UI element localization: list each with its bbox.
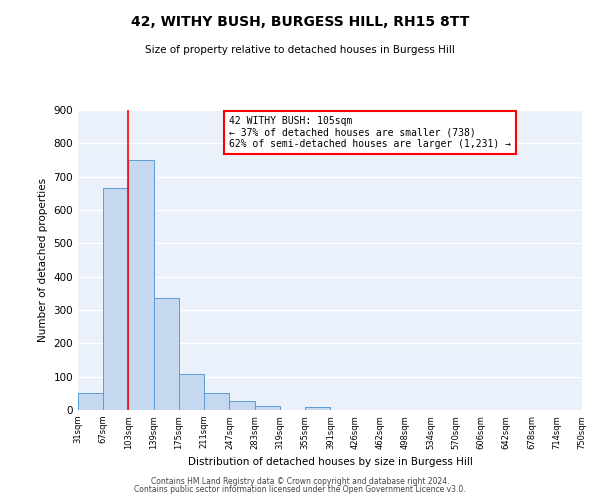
Bar bbox=[128, 160, 154, 410]
Bar bbox=[179, 374, 204, 410]
Bar bbox=[204, 392, 229, 410]
Text: 42, WITHY BUSH, BURGESS HILL, RH15 8TT: 42, WITHY BUSH, BURGESS HILL, RH15 8TT bbox=[131, 15, 469, 29]
Bar bbox=[254, 406, 280, 410]
Text: 42 WITHY BUSH: 105sqm
← 37% of detached houses are smaller (738)
62% of semi-det: 42 WITHY BUSH: 105sqm ← 37% of detached … bbox=[229, 116, 511, 149]
Text: Size of property relative to detached houses in Burgess Hill: Size of property relative to detached ho… bbox=[145, 45, 455, 55]
Bar bbox=[229, 401, 254, 410]
Bar bbox=[305, 408, 331, 410]
Bar bbox=[154, 298, 179, 410]
X-axis label: Distribution of detached houses by size in Burgess Hill: Distribution of detached houses by size … bbox=[188, 457, 472, 467]
Bar bbox=[78, 392, 103, 410]
Y-axis label: Number of detached properties: Number of detached properties bbox=[38, 178, 48, 342]
Bar bbox=[103, 188, 128, 410]
Text: Contains public sector information licensed under the Open Government Licence v3: Contains public sector information licen… bbox=[134, 486, 466, 494]
Text: Contains HM Land Registry data © Crown copyright and database right 2024.: Contains HM Land Registry data © Crown c… bbox=[151, 477, 449, 486]
